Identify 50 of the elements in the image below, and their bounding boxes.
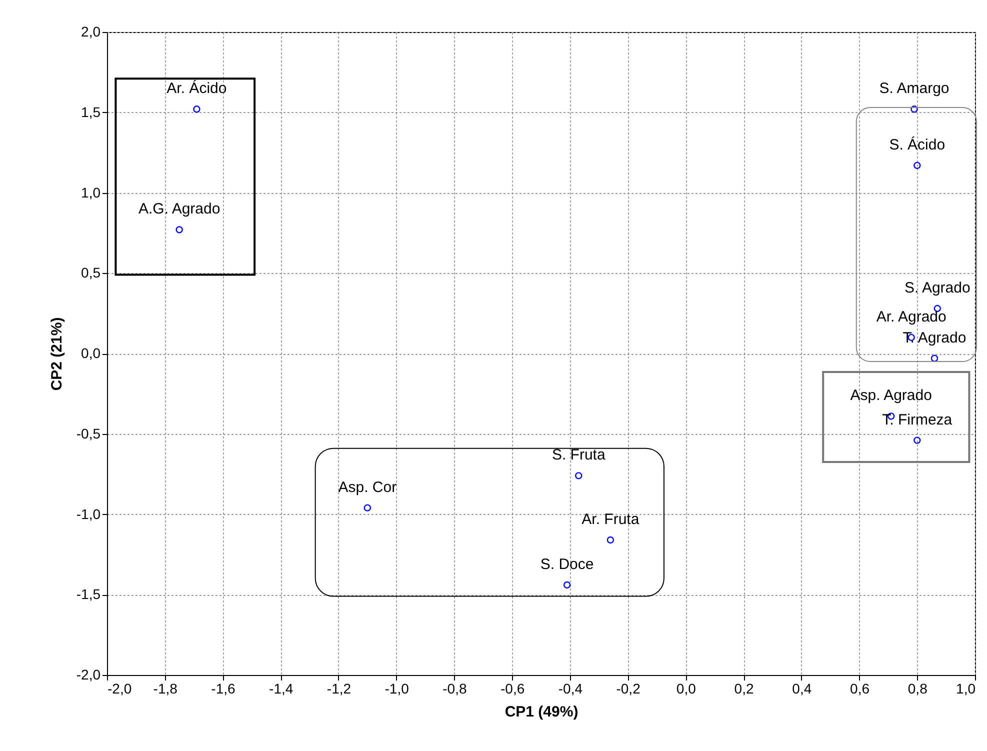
x-tick-label: 1,0 xyxy=(956,680,976,696)
x-tick-label: -1,0 xyxy=(384,680,410,696)
point xyxy=(914,436,921,444)
x-tick-label: 0,8 xyxy=(908,680,928,696)
y-tick-label: 0,5 xyxy=(81,264,101,281)
annotation: Asp. Cor xyxy=(338,478,397,496)
x-tick-label: -0,2 xyxy=(616,680,641,696)
y-tick-label: -2,0 xyxy=(76,666,101,682)
y-tick-label: 1,0 xyxy=(81,184,101,200)
x-tick-label: 0,6 xyxy=(850,680,870,696)
annotation: S. Amargo xyxy=(879,80,950,98)
x-axis-title: CP1 (49%) xyxy=(504,704,578,720)
point xyxy=(575,472,582,480)
x-tick-label: -1,6 xyxy=(211,680,236,696)
annotation: A.G. Agrado xyxy=(138,200,220,218)
point xyxy=(930,354,938,362)
x-tick-label: -0,4 xyxy=(558,680,583,696)
annotation: Ar. Ácido xyxy=(166,79,227,98)
annotation: S. Ácido xyxy=(889,135,946,154)
annotation: T. Agrado xyxy=(902,329,966,346)
point xyxy=(910,106,918,113)
annotation: S. Doce xyxy=(540,556,594,573)
x-tick-label: -1,2 xyxy=(326,680,352,696)
y-axis-title: CP2 (21%) xyxy=(48,317,66,391)
y-tick-label: 1,5 xyxy=(81,104,101,120)
annotation: T. Firmeza xyxy=(882,411,953,428)
y-tick-label: -1,5 xyxy=(76,586,101,602)
point xyxy=(193,106,200,113)
x-tick-label: -1,4 xyxy=(269,680,294,696)
annotation: S. Agrado xyxy=(904,279,970,296)
x-tick-label: -1,8 xyxy=(153,680,178,696)
point xyxy=(176,226,183,234)
point xyxy=(364,504,371,512)
annotation: Ar. Fruta xyxy=(582,510,640,528)
x-tick-label: 0,0 xyxy=(676,680,696,696)
x-tick-label: -0,8 xyxy=(442,680,467,696)
x-tick-label: 0,2 xyxy=(734,680,754,696)
y-tick-label: 2,0 xyxy=(81,24,101,40)
x-tick-label: -2,0 xyxy=(108,680,132,696)
x-tick-label: 0,4 xyxy=(792,680,812,696)
point xyxy=(914,162,921,170)
y-tick-label: 0,0 xyxy=(81,345,101,361)
y-tick-label: -1,0 xyxy=(76,506,101,522)
annotation: Asp. Agrado xyxy=(850,387,932,404)
annotation: S. Fruta xyxy=(552,446,606,464)
annotation: Ar. Agrado xyxy=(876,308,946,326)
point xyxy=(606,536,614,544)
x-tick-label: -0,6 xyxy=(500,680,525,696)
y-tick-label: -0,5 xyxy=(76,425,101,442)
point xyxy=(563,581,571,589)
